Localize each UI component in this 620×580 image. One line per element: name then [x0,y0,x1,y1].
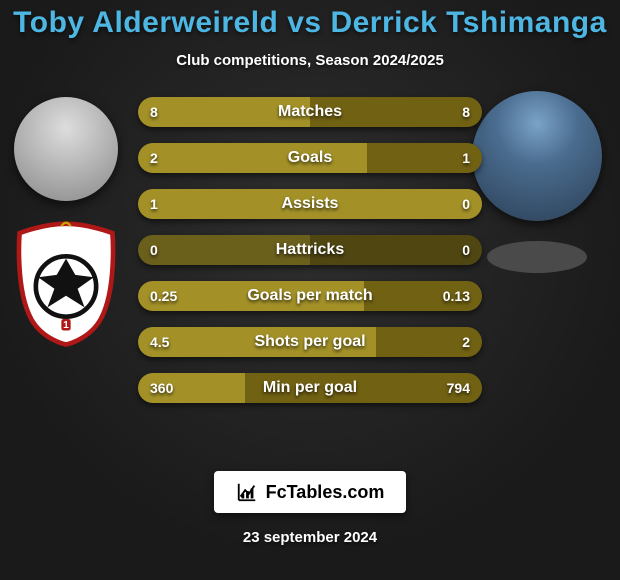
player-right-column [472,97,602,275]
bar-track [138,143,482,173]
chart-icon [236,481,258,503]
bar-right-fill [245,373,482,403]
bar-right-fill [367,143,482,173]
stats-bars: Matches88 Goals21 Assists10 Hattricks00 Goal… [138,97,482,403]
bar-track [138,235,482,265]
bar-track [138,281,482,311]
stat-row: Matches88 [138,97,482,127]
bar-left-fill [138,327,376,357]
bar-track [138,373,482,403]
bar-right-fill [310,97,482,127]
subtitle: Club competitions, Season 2024/2025 [176,52,444,69]
player-right-avatar [472,91,602,221]
stat-row: Shots per goal4.52 [138,327,482,357]
player-left-avatar [14,97,118,201]
brand-badge: FcTables.com [214,471,407,513]
date-text: 23 september 2024 [243,529,377,546]
player-right-club-badge [485,239,589,275]
bar-right-fill [364,281,482,311]
bar-left-fill [138,189,482,219]
shield-icon: 1 [8,219,124,347]
stat-row: Assists10 [138,189,482,219]
page-title: Toby Alderweireld vs Derrick Tshimanga [13,6,607,40]
svg-text:1: 1 [63,320,69,331]
stat-row: Min per goal360794 [138,373,482,403]
player-left-column: 1 [8,97,124,347]
stat-row: Goals per match0.250.13 [138,281,482,311]
bar-track [138,97,482,127]
bar-left-fill [138,143,367,173]
stat-row: Goals21 [138,143,482,173]
bar-left-fill [138,373,245,403]
brand-text: FcTables.com [266,482,385,503]
player-left-club-badge: 1 [8,219,124,347]
ellipse-icon [485,239,589,275]
bar-track [138,189,482,219]
title-player1: Toby Alderweireld [13,6,278,39]
title-player2: Derrick Tshimanga [330,6,606,39]
stat-row: Hattricks00 [138,235,482,265]
bar-right-fill [376,327,482,357]
bar-left-fill [138,281,364,311]
bar-track [138,327,482,357]
footer: FcTables.com 23 september 2024 [0,471,620,546]
title-vs: vs [287,6,321,39]
bar-left-fill [138,97,310,127]
